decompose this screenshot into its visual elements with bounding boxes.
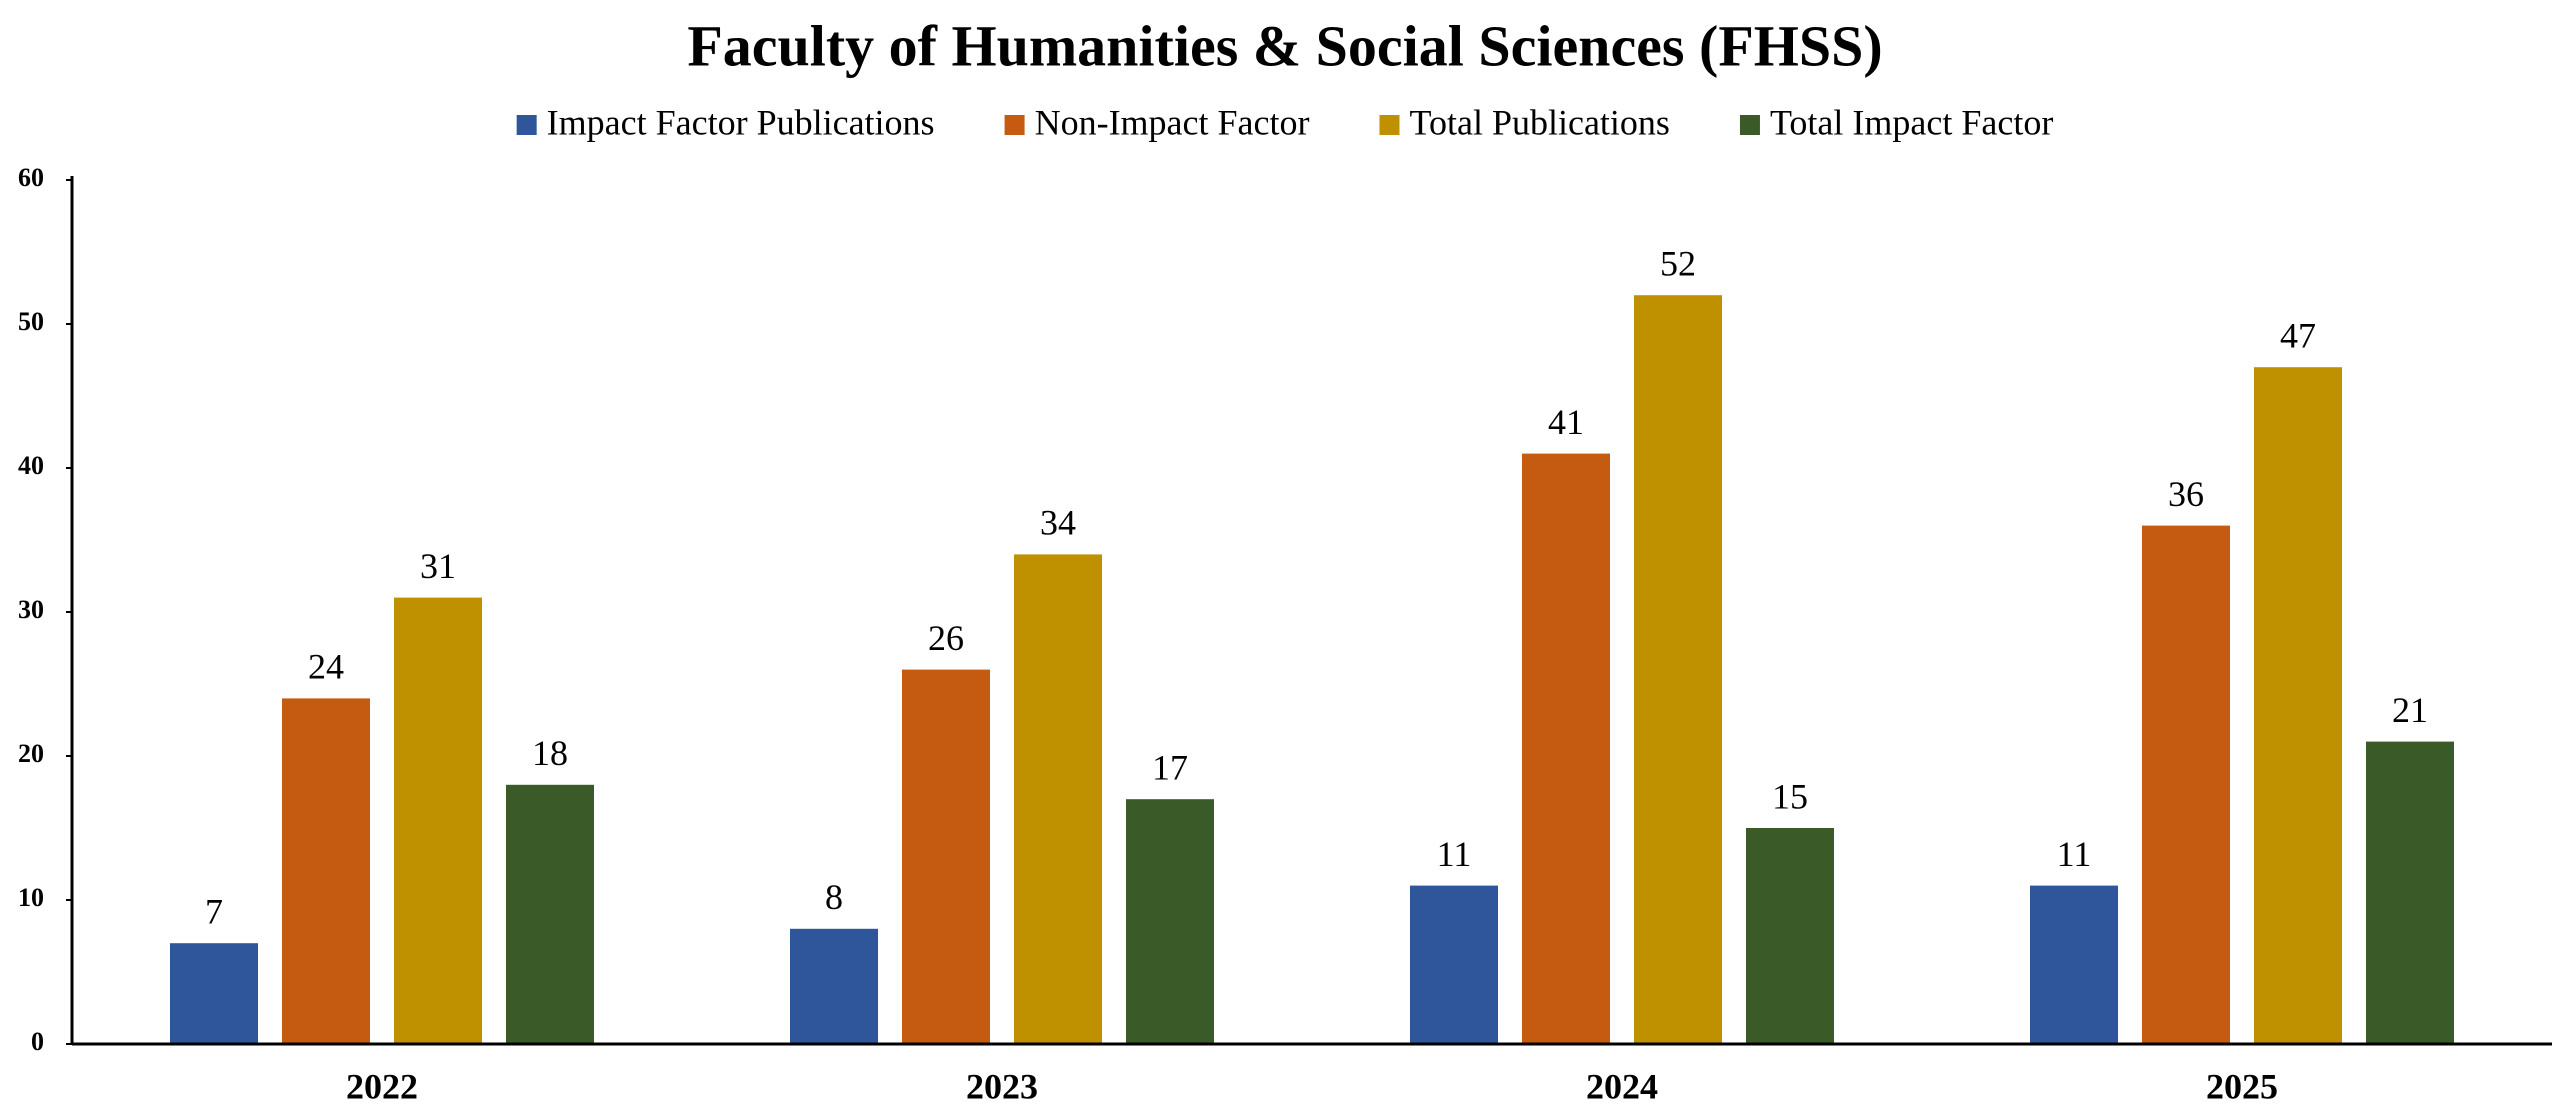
- bar: [2254, 367, 2342, 1044]
- value-label: 47: [2280, 315, 2316, 355]
- x-tick-label: 2023: [966, 1066, 1038, 1106]
- bar: [2142, 525, 2230, 1044]
- x-tick-label: 2022: [346, 1066, 418, 1106]
- y-tick-label: 10: [18, 883, 44, 912]
- value-label: 34: [1040, 503, 1076, 543]
- y-tick-label: 50: [18, 307, 44, 336]
- x-tick-label: 2024: [1586, 1066, 1658, 1106]
- value-label: 8: [825, 877, 843, 917]
- value-label: 41: [1548, 402, 1584, 442]
- y-tick-label: 40: [18, 451, 44, 480]
- legend-label: Impact Factor Publications: [547, 102, 935, 142]
- bar: [282, 698, 370, 1044]
- bar: [1634, 295, 1722, 1044]
- x-tick-label: 2025: [2206, 1066, 2278, 1106]
- bar: [506, 784, 594, 1044]
- bar: [2366, 741, 2454, 1044]
- value-label: 11: [1437, 834, 1472, 874]
- value-label: 24: [308, 647, 344, 687]
- bar: [902, 669, 990, 1044]
- value-label: 17: [1152, 747, 1188, 787]
- value-label: 11: [2057, 834, 2092, 874]
- y-tick-label: 30: [18, 595, 44, 624]
- bar: [170, 943, 258, 1044]
- bar: [1746, 828, 1834, 1044]
- legend-marker: [1004, 115, 1025, 135]
- value-label: 26: [928, 618, 964, 658]
- legend-label: Total Publications: [1409, 102, 1669, 142]
- value-label: 31: [420, 546, 456, 586]
- bar: [1522, 453, 1610, 1045]
- bar: [2030, 885, 2118, 1044]
- bar: [1410, 885, 1498, 1044]
- chart-title: Faculty of Humanities & Social Sciences …: [687, 13, 1882, 78]
- value-label: 18: [532, 733, 568, 773]
- y-tick-label: 20: [18, 739, 44, 768]
- bar: [1126, 799, 1214, 1044]
- value-label: 52: [1660, 243, 1696, 283]
- bar: [1014, 554, 1102, 1044]
- legend-marker: [1739, 115, 1760, 135]
- legend-label: Non-Impact Factor: [1035, 102, 1310, 142]
- bar: [790, 928, 878, 1044]
- legend-label: Total Impact Factor: [1770, 102, 2053, 142]
- value-label: 21: [2392, 690, 2428, 730]
- value-label: 15: [1772, 776, 1808, 816]
- bar: [394, 597, 482, 1044]
- value-label: 36: [2168, 474, 2204, 514]
- legend-marker: [1379, 115, 1400, 135]
- legend-marker: [516, 115, 537, 135]
- y-tick-label: 0: [31, 1027, 44, 1056]
- y-tick-label: 60: [18, 163, 44, 192]
- value-label: 7: [205, 891, 223, 931]
